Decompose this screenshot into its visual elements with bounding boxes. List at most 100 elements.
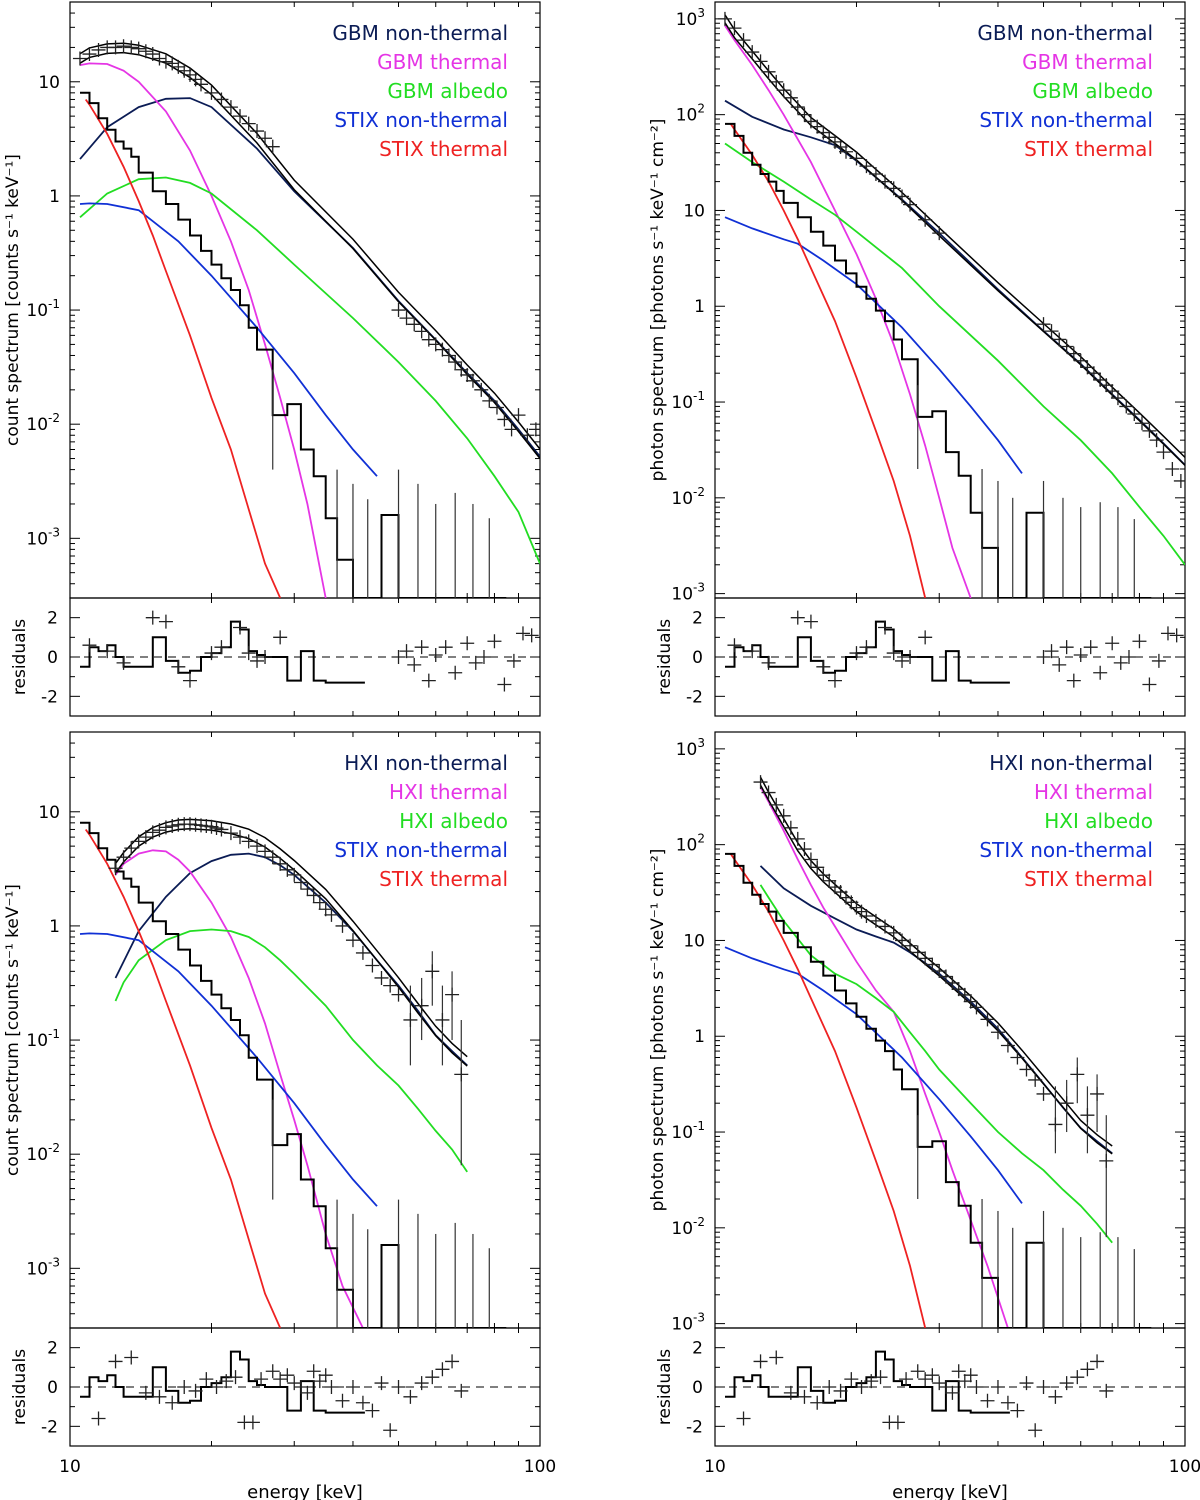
data-point	[790, 100, 805, 115]
residual-point	[403, 1389, 418, 1404]
data-point	[822, 873, 837, 888]
residual-point	[1010, 1403, 1025, 1418]
data-point	[1110, 391, 1125, 406]
residual-point	[827, 673, 842, 688]
residual-point	[890, 1415, 905, 1430]
legend-entry: GBM thermal	[1022, 50, 1153, 74]
y-tick-label: 10	[683, 931, 705, 951]
residual-point	[803, 614, 818, 629]
residual-point	[280, 1368, 295, 1383]
residual-point	[273, 630, 288, 645]
data-point	[1105, 384, 1120, 399]
data-point	[374, 970, 389, 985]
residual-point	[254, 1372, 269, 1387]
data-point	[886, 181, 901, 196]
residual-point	[506, 653, 521, 668]
y-tick-label-base: 10	[671, 1219, 693, 1239]
data-point	[497, 412, 512, 427]
data-point	[355, 945, 370, 960]
y-tick-label-base: 1	[694, 297, 705, 317]
residual-point	[903, 650, 918, 664]
series-line-stix-thermal	[729, 853, 927, 1328]
y-tick-label-exponent: 3	[697, 736, 705, 750]
y-tick-label-exponent: 2	[697, 102, 705, 116]
data-point	[1019, 1062, 1034, 1077]
residual-point	[727, 638, 742, 653]
data-point	[407, 317, 422, 332]
residual-point	[306, 1364, 321, 1379]
data-point	[391, 987, 406, 1002]
data-point	[306, 888, 321, 903]
residual-point	[293, 1380, 308, 1394]
residual-point	[854, 1380, 869, 1394]
data-point	[761, 785, 776, 800]
legend-entry: HXI thermal	[1034, 780, 1153, 804]
residual-point	[886, 646, 901, 661]
residual-point	[957, 1374, 972, 1389]
y-tick-label: 1	[49, 187, 60, 207]
data-point	[1099, 378, 1114, 393]
legend-entry: STIX thermal	[379, 867, 508, 891]
data-point	[391, 303, 406, 318]
residual-point	[138, 1385, 153, 1400]
residual-point	[1151, 653, 1166, 668]
residuals-axis-label: residuals	[655, 619, 675, 695]
data-point	[753, 775, 768, 790]
data-point	[1090, 1086, 1105, 1101]
residual-point	[1132, 634, 1147, 649]
legend-entry: GBM albedo	[387, 79, 508, 103]
data-point	[878, 174, 893, 189]
residual-tick-label: 2	[692, 1339, 703, 1359]
residual-point	[1059, 1376, 1074, 1391]
y-tick-label: 10-1	[671, 1119, 705, 1143]
residual-point	[1090, 1354, 1105, 1369]
residual-point	[100, 644, 115, 659]
data-point	[425, 964, 440, 979]
y-tick-label-exponent: -3	[693, 581, 705, 595]
y-tick-label: 102	[676, 102, 705, 126]
residual-point	[816, 659, 831, 674]
data-point	[124, 841, 139, 856]
residual-point	[524, 628, 539, 643]
residual-point	[1036, 1380, 1051, 1394]
residual-point	[895, 653, 910, 668]
y-tick-label: 10-1	[26, 1027, 60, 1051]
residual-point	[365, 1403, 380, 1418]
y-tick-label-base: 10	[38, 73, 60, 93]
residual-point	[374, 1376, 389, 1391]
residual-point	[391, 1380, 406, 1394]
residual-point	[790, 610, 805, 625]
y-tick-label-base: 10	[676, 10, 698, 30]
residual-point	[425, 1370, 440, 1385]
residual-plot-area	[80, 1350, 469, 1438]
data-point	[951, 982, 966, 997]
data-point	[441, 348, 456, 363]
stix-data-histogram	[725, 122, 1152, 598]
data-point	[969, 1000, 984, 1015]
x-tick-label: 10	[704, 1457, 726, 1477]
y-tick-label: 10-3	[26, 525, 60, 549]
data-point	[990, 1025, 1005, 1040]
residual-point	[312, 1374, 327, 1389]
residual-point	[245, 1415, 260, 1430]
residual-point	[250, 653, 265, 668]
residual-point	[345, 1380, 360, 1394]
data-point	[448, 355, 463, 370]
residual-point	[241, 646, 256, 661]
data-point	[776, 808, 791, 823]
residual-tick-label: -2	[41, 1417, 58, 1437]
y-tick-label-exponent: 2	[697, 832, 705, 846]
y-tick-label-base: 10	[26, 529, 48, 549]
data-point	[72, 51, 87, 66]
residual-plot-area	[80, 610, 539, 692]
y-tick-label-base: 10	[26, 415, 48, 435]
residual-point	[938, 1380, 953, 1394]
y-tick-label-base: 10	[38, 803, 60, 823]
y-tick-label-base: 10	[26, 1031, 48, 1051]
data-point	[1119, 399, 1134, 414]
residual-point	[1099, 1383, 1114, 1398]
y-tick-label: 10-2	[671, 1215, 705, 1239]
data-point	[932, 963, 947, 978]
